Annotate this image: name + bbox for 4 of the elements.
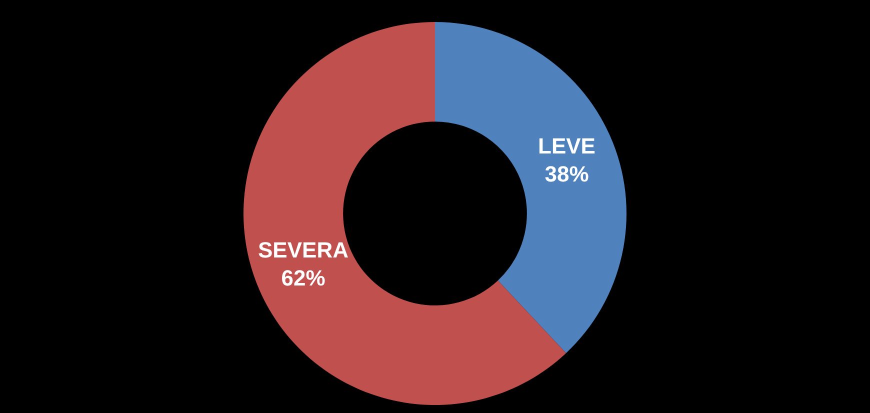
slice-label: SEVERA — [258, 238, 349, 263]
data-label: 38% — [544, 161, 589, 186]
data-label: 62% — [281, 266, 326, 291]
slice-label: LEVE — [538, 133, 596, 158]
